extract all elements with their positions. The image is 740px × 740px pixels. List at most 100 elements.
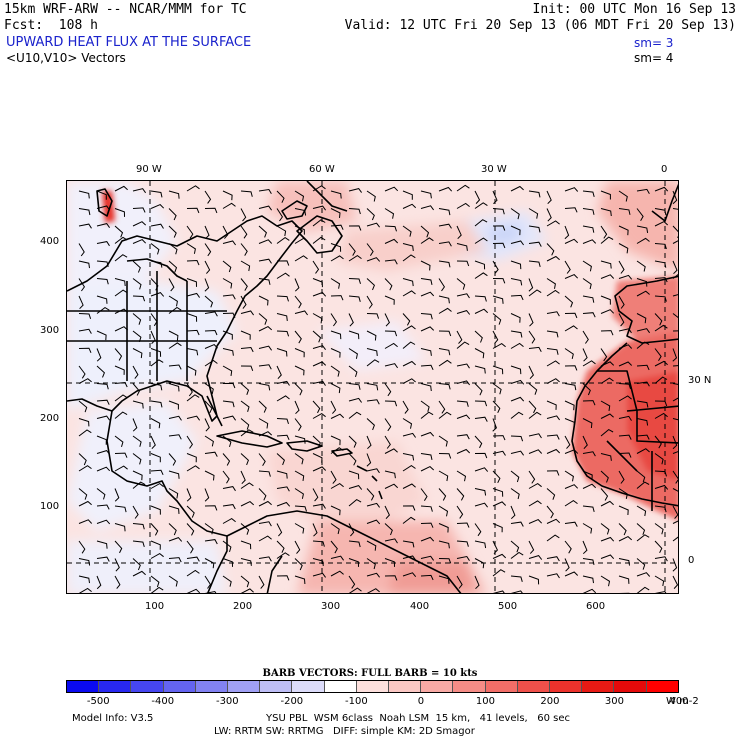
wind-barb (78, 347, 92, 353)
colorbar-label: -100 (345, 696, 368, 707)
wind-barb (420, 291, 435, 297)
valid-time: Valid: 12 UTC Fri 20 Sep 13 (06 MDT Fri … (344, 18, 736, 33)
wind-barb (438, 505, 449, 517)
colorbar-label: -400 (151, 696, 175, 707)
wind-barb (654, 575, 665, 587)
wind-barb (96, 348, 102, 362)
wind-barb (402, 572, 417, 578)
wind-barb (204, 359, 218, 367)
wind-barb (475, 594, 486, 595)
wind-barb (114, 185, 128, 192)
wind-barb (474, 467, 489, 472)
wind-barb (402, 225, 412, 237)
wind-barb (348, 313, 354, 327)
wind-barb (330, 383, 341, 394)
wind-barb (240, 575, 250, 588)
wind-barb (492, 418, 497, 432)
wind-barb (456, 363, 470, 369)
wind-barb (132, 330, 142, 343)
wind-barb (330, 570, 344, 577)
wind-barb (312, 523, 318, 537)
wind-barb (222, 540, 232, 553)
colorbar-segment (389, 681, 422, 692)
wind-barb (240, 588, 254, 593)
wind-barb (348, 330, 360, 340)
wind-barb (132, 188, 147, 194)
wind-barb (348, 243, 356, 256)
wind-barb (78, 488, 88, 500)
wind-barb (294, 523, 305, 534)
wind-barb (492, 400, 501, 414)
wind-barb (295, 594, 299, 595)
wind-barb (492, 450, 506, 456)
wind-barb (600, 295, 611, 305)
graticule (67, 181, 678, 593)
colorbar-segment (99, 681, 132, 692)
wind-barb (114, 488, 120, 502)
wind-barb (168, 575, 178, 587)
wind-barb (402, 190, 413, 200)
wind-barb (312, 558, 324, 566)
wind-barb (186, 292, 201, 298)
wind-barb (330, 295, 344, 301)
wind-barb (510, 470, 520, 483)
wind-barb (546, 518, 561, 524)
wind-barb (258, 225, 267, 238)
wind-barb (222, 453, 231, 466)
wind-barb (672, 505, 678, 519)
wind-barb (132, 295, 146, 302)
map-canvas (67, 181, 678, 595)
wind-barb (618, 505, 629, 516)
wind-barb (240, 330, 251, 340)
wind-barb (240, 470, 246, 485)
wind-barb (384, 330, 398, 337)
wind-barb (384, 225, 397, 232)
wind-barb (546, 470, 560, 476)
wind-barb (636, 558, 646, 570)
wind-barb (438, 260, 451, 268)
wind-barb (222, 517, 236, 524)
wind-barb (384, 523, 393, 536)
wind-barb (492, 590, 505, 593)
wind-barb (114, 254, 128, 262)
colorbar-label: -300 (215, 696, 239, 707)
wind-barb (186, 243, 196, 254)
wind-barb (510, 551, 524, 559)
wind-barb (474, 488, 487, 496)
wind-barb (636, 188, 650, 194)
wind-barb (132, 348, 143, 359)
wind-barb (240, 453, 249, 466)
wind-barb (672, 520, 678, 524)
wind-barb (150, 292, 165, 297)
colorbar-segment (517, 681, 551, 692)
wind-barb (492, 242, 506, 249)
wind-barb (366, 468, 380, 474)
wind-barb (474, 365, 486, 374)
wind-barb (456, 380, 470, 386)
wind-barb (96, 450, 111, 455)
wind-barb (222, 575, 232, 587)
wind-barb (96, 575, 102, 590)
wind-barb (150, 540, 161, 550)
wind-barb (492, 488, 504, 497)
wind-barb (600, 208, 612, 217)
wind-barb (330, 447, 344, 454)
wind-barb (654, 295, 667, 302)
wind-barb (654, 186, 669, 192)
x-label-500: 500 (498, 601, 518, 612)
wind-barb (546, 360, 560, 367)
wind-barb (456, 202, 470, 209)
wind-barb (276, 470, 288, 479)
wind-barb (204, 260, 211, 274)
wind-barb (96, 295, 108, 304)
wind-barb (438, 488, 447, 501)
wind-barb (330, 255, 344, 262)
wind-barb (366, 572, 380, 578)
wind-barb (456, 505, 464, 519)
wind-barb (510, 225, 521, 236)
wind-barb (510, 342, 524, 349)
wind-barb (366, 519, 381, 525)
wind-barb (312, 291, 327, 297)
wind-barb (276, 434, 290, 441)
wind-barb (366, 278, 375, 291)
